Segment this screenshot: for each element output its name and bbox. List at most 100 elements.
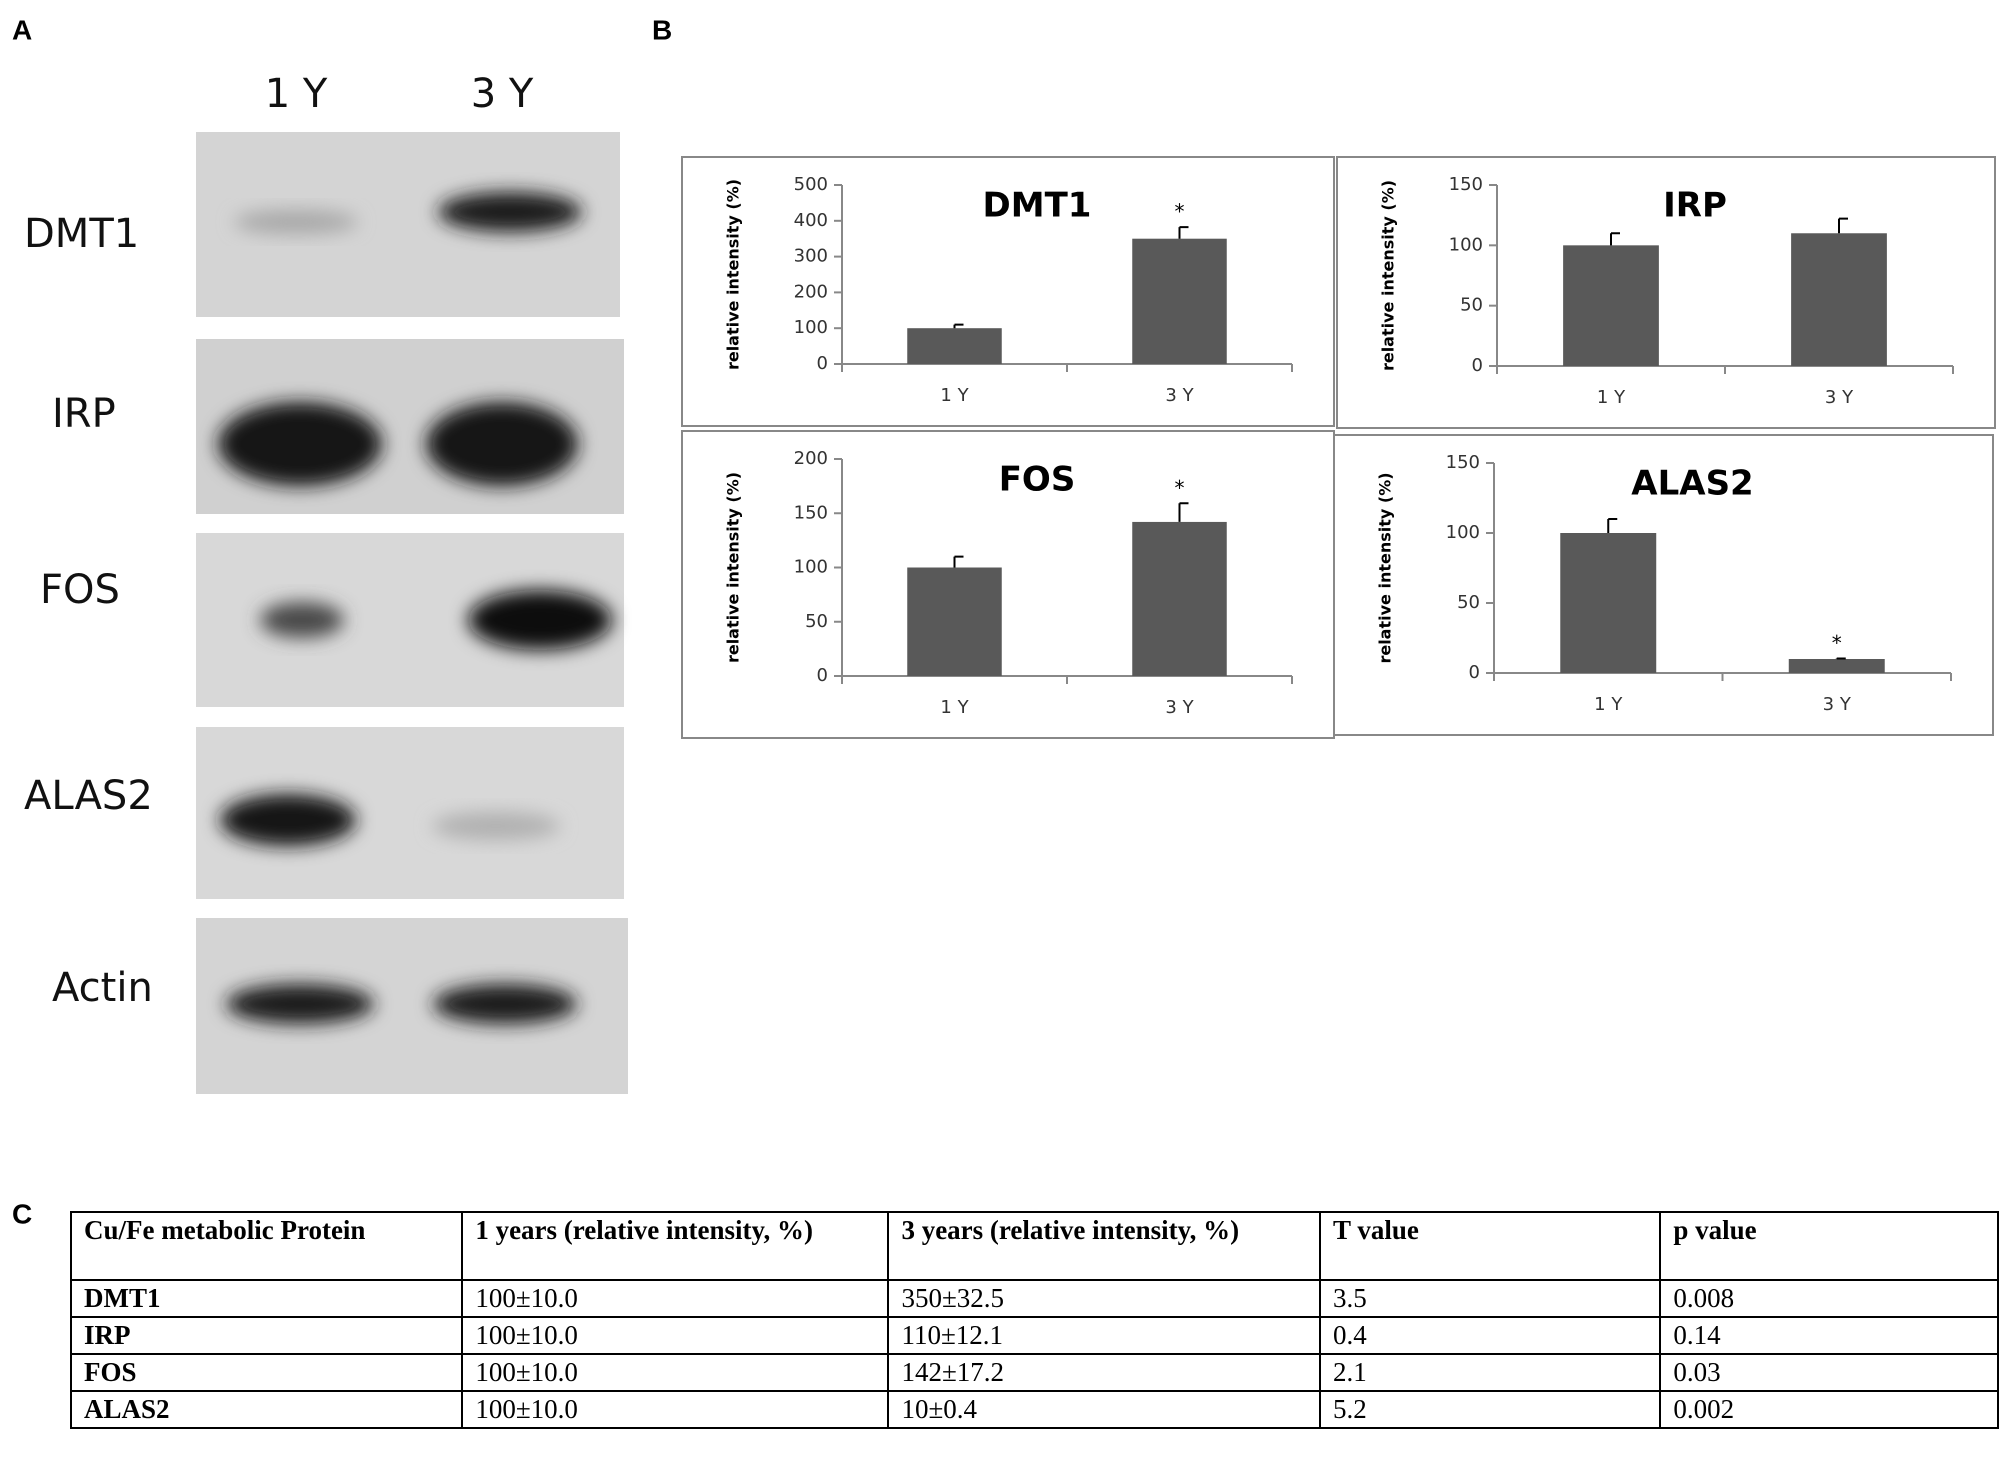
band: [438, 192, 582, 232]
error-bar: [1178, 502, 1189, 522]
y-tick-label: 100: [1446, 522, 1480, 543]
panel-label: C: [12, 1198, 32, 1229]
table-row: Cu/Fe metabolic Protein 1 years (relative…: [69, 1211, 1999, 1281]
table-cell: 3 years (relative intensity, %): [887, 1211, 1322, 1281]
table-cell: p value: [1659, 1211, 1999, 1281]
y-tick-label: 150: [794, 502, 828, 523]
error-bar: [1838, 217, 1848, 234]
y-tick-label: 200: [794, 448, 828, 469]
band: [226, 984, 374, 1024]
x-tick-label: 3 Y: [1165, 385, 1194, 406]
table-cell: 350±32.5: [887, 1279, 1322, 1318]
error-bar: [953, 323, 964, 329]
y-axis-label: relative intensity (%): [724, 179, 743, 370]
y-tick-label: 0: [1469, 662, 1480, 683]
table-cell: 100±10.0: [461, 1390, 890, 1429]
panel-label: A: [12, 14, 32, 45]
x-tick-label: 1 Y: [1597, 387, 1626, 408]
table-cell: 10±0.4: [887, 1390, 1322, 1429]
summary-table: Cu/Fe metabolic Protein 1 years (relative…: [69, 1211, 1999, 1429]
y-tick-label: 50: [1457, 592, 1480, 613]
protein-label: FOS: [40, 567, 120, 613]
chart-title: DMT1: [983, 186, 1092, 226]
x-tick-label: 1 Y: [940, 385, 969, 406]
blot-strip: [196, 918, 628, 1094]
chart-frame: [1336, 156, 1996, 429]
protein-label: DMT1: [24, 211, 139, 257]
band: [260, 602, 344, 638]
table-row: ALAS2 100±10.0 10±0.4 5.2 0.002: [69, 1390, 1999, 1429]
x-tick-label: 1 Y: [940, 697, 969, 718]
band: [426, 402, 578, 486]
panel-label: B: [652, 14, 672, 45]
table-cell: 5.2: [1319, 1390, 1662, 1429]
bar: [907, 567, 1002, 676]
x-tick-label: 3 Y: [1165, 697, 1194, 718]
band: [234, 210, 358, 234]
protein-label: ALAS2: [24, 773, 153, 819]
error-bar: [1835, 657, 1846, 660]
bar: [1788, 659, 1885, 673]
table-cell: FOS: [69, 1353, 464, 1392]
y-tick-label: 0: [817, 353, 828, 374]
bar: [1563, 245, 1659, 366]
bar: [1132, 521, 1227, 676]
x-tick-label: 3 Y: [1823, 694, 1852, 715]
table-cell: 0.008: [1659, 1279, 1999, 1318]
y-tick-label: 400: [794, 210, 828, 231]
y-tick-label: 100: [1449, 234, 1483, 255]
error-bar: [1607, 518, 1618, 533]
table-row: FOS 100±10.0 142±17.2 2.1 0.03: [69, 1353, 1999, 1392]
y-tick-label: 200: [794, 281, 828, 302]
band: [218, 402, 382, 486]
y-tick-label: 50: [1460, 295, 1483, 316]
y-tick-label: 150: [1446, 452, 1480, 473]
bar: [1560, 533, 1657, 673]
table-cell: DMT1: [69, 1279, 464, 1318]
table-cell: 3.5: [1319, 1279, 1662, 1318]
table-cell: 1 years (relative intensity, %): [461, 1211, 890, 1281]
table-body: Cu/Fe metabolic Protein 1 years (relative…: [69, 1211, 1999, 1429]
band: [220, 794, 356, 846]
chart-frame: [1333, 434, 1994, 736]
bar: [1791, 233, 1887, 366]
table-cell: 0.14: [1659, 1316, 1999, 1355]
table-cell: 110±12.1: [887, 1316, 1322, 1355]
lane-label: 1 Y: [265, 71, 328, 117]
table-cell: 100±10.0: [461, 1316, 890, 1355]
y-tick-label: 300: [794, 246, 828, 267]
significance-marker: *: [1175, 476, 1185, 500]
blot-strip: [196, 727, 624, 899]
y-tick-label: 100: [794, 317, 828, 338]
table-cell: 2.1: [1319, 1353, 1662, 1392]
error-bar: [1178, 226, 1189, 239]
table-cell: 0.002: [1659, 1390, 1999, 1429]
chart-frame: [681, 156, 1335, 427]
x-tick-label: 3 Y: [1825, 387, 1854, 408]
table-cell: T value: [1319, 1211, 1662, 1281]
lane-label: 3 Y: [471, 71, 534, 117]
band: [468, 590, 612, 650]
table-cell: IRP: [69, 1316, 464, 1355]
table-cell: Cu/Fe metabolic Protein: [69, 1211, 464, 1281]
table-cell: 100±10.0: [461, 1279, 890, 1318]
bar: [907, 328, 1002, 364]
significance-marker: *: [1175, 200, 1185, 224]
blot-strip: [196, 339, 624, 514]
y-tick-label: 150: [1449, 174, 1483, 195]
table-row: DMT1 100±10.0 350±32.5 3.5 0.008: [69, 1279, 1999, 1318]
y-axis-label: relative intensity (%): [1379, 180, 1398, 371]
table-cell: 0.4: [1319, 1316, 1662, 1355]
error-bar: [953, 555, 964, 568]
y-tick-label: 100: [794, 557, 828, 578]
table-cell: 142±17.2: [887, 1353, 1322, 1392]
bar: [1132, 238, 1227, 364]
y-axis-label: relative intensity (%): [724, 472, 743, 663]
blot-strip: [196, 132, 620, 317]
chart-title: FOS: [999, 460, 1076, 500]
band: [432, 812, 560, 840]
protein-label: Actin: [52, 965, 153, 1011]
table-cell: ALAS2: [69, 1390, 464, 1429]
